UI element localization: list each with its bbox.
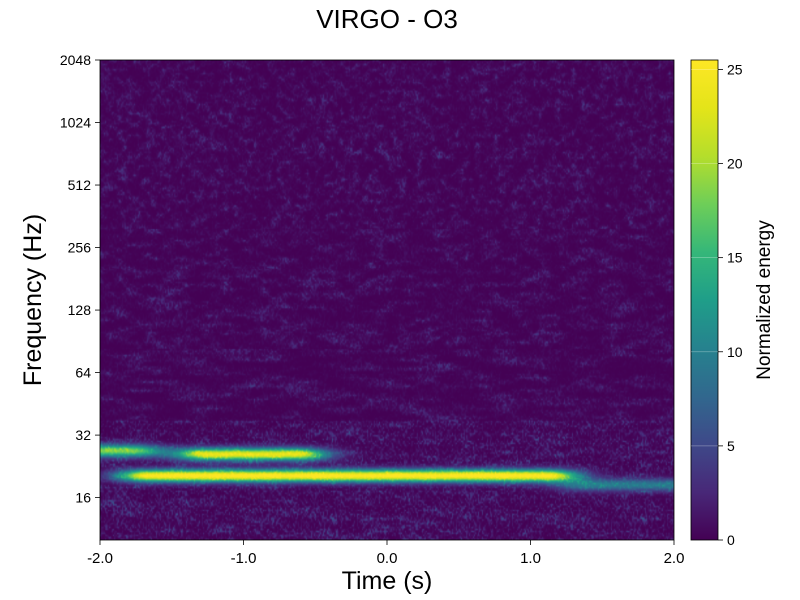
colorbar-tick-label: 0 xyxy=(727,532,735,548)
colorbar-tick-label: 20 xyxy=(727,156,743,172)
chart-title: VIRGO - O3 xyxy=(316,4,458,34)
colorbar xyxy=(690,59,719,541)
colorbar-tick-label: 5 xyxy=(727,438,735,454)
y-axis-label: Frequency (Hz) xyxy=(19,214,47,386)
x-tick-label: 2.0 xyxy=(664,550,685,567)
y-tick-label: 32 xyxy=(75,427,91,443)
colorbar-ticks: 0 5 10 15 20 25 xyxy=(691,61,743,548)
y-tick-label: 16 xyxy=(75,490,91,506)
y-tick-label: 2048 xyxy=(60,52,91,68)
y-tick-label: 1024 xyxy=(60,115,91,131)
y-tick-label: 512 xyxy=(68,177,92,193)
y-tick-label: 128 xyxy=(68,302,92,318)
y-tick-label: 64 xyxy=(75,365,91,381)
x-axis-ticks: -2.0 -1.0 0.0 1.0 2.0 xyxy=(87,540,684,567)
y-axis-ticks: 16 32 64 128 256 512 1024 2048 xyxy=(60,52,100,506)
colorbar-tick-label: 25 xyxy=(727,61,743,77)
y-tick-label: 256 xyxy=(68,240,92,256)
x-axis-label: Time (s) xyxy=(342,567,433,595)
x-tick-label: 0.0 xyxy=(377,550,398,567)
colorbar-tick-label: 10 xyxy=(727,344,743,360)
colorbar-tick-label: 15 xyxy=(727,250,743,266)
x-tick-label: -1.0 xyxy=(231,550,257,567)
colorbar-label: Normalized energy xyxy=(754,220,775,380)
x-tick-label: -2.0 xyxy=(87,550,113,567)
x-tick-label: 1.0 xyxy=(520,550,541,567)
spectrogram-heatmap xyxy=(100,60,674,540)
